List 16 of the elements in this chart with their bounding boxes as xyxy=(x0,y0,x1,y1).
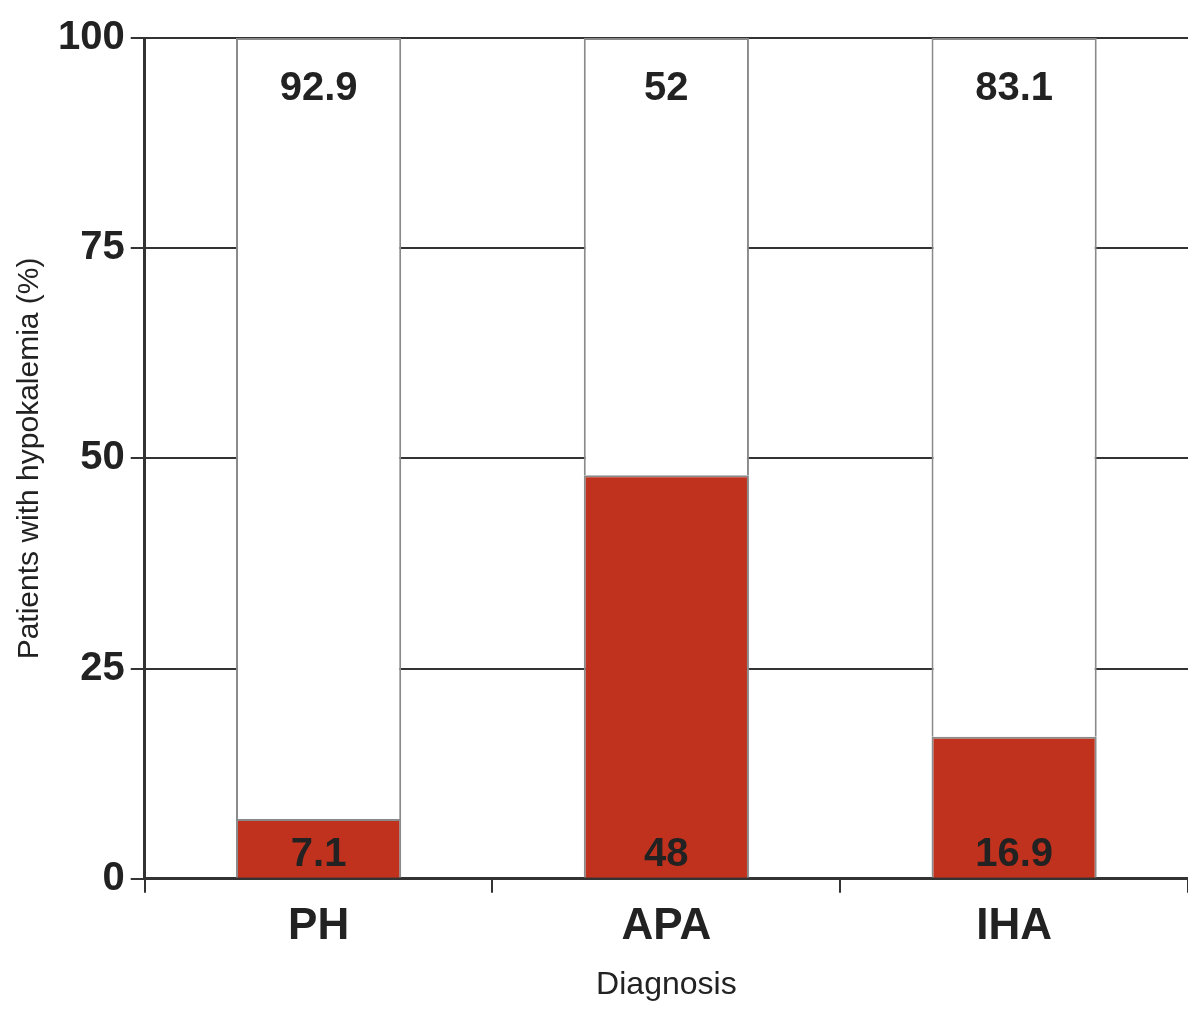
x-axis-title: Diagnosis xyxy=(596,964,737,1001)
y-tick-label: 100 xyxy=(57,13,125,58)
y-tick-label: 50 xyxy=(80,433,125,478)
x-tick-label: APA xyxy=(621,899,712,949)
y-tick-label: 0 xyxy=(102,853,125,898)
data-label: 48 xyxy=(644,829,689,874)
y-tick-label: 75 xyxy=(80,223,125,268)
y-tick-label: 25 xyxy=(80,643,125,688)
data-label: 16.9 xyxy=(975,829,1054,874)
data-label: 83.1 xyxy=(975,64,1054,108)
data-label: 7.1 xyxy=(290,829,347,874)
data-label: 52 xyxy=(644,64,689,108)
x-tick-label: PH xyxy=(288,899,350,949)
x-tick-label: IHA xyxy=(976,899,1053,949)
y-axis-title: Patients with hypokalemia (%) xyxy=(11,257,45,660)
data-label: 92.9 xyxy=(279,64,358,108)
